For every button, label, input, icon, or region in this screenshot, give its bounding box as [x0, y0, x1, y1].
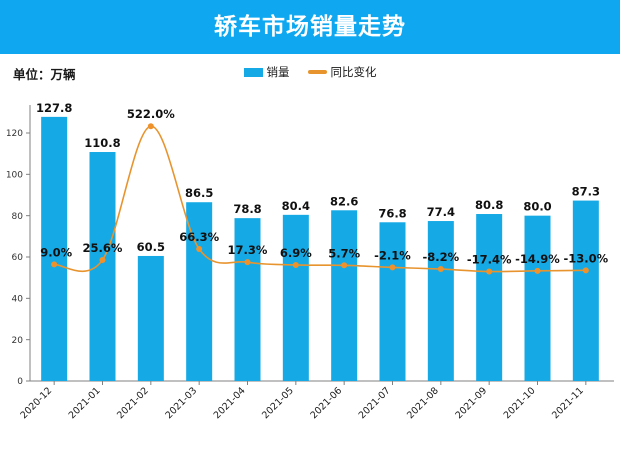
- bar-value-label: 87.3: [572, 185, 600, 199]
- bar-value-label: 127.8: [36, 101, 72, 115]
- axes: 0 20 40 60 80 100 120: [6, 105, 614, 387]
- unit-label: 单位：万辆: [13, 67, 76, 82]
- line-marker-2021-10[interactable]: [534, 267, 541, 274]
- header-bar: 轿车市场销量走势: [0, 0, 620, 54]
- y-tick-label: 0: [17, 377, 23, 387]
- x-tick-label: 2021-05: [260, 385, 296, 421]
- yoy-line-path: [54, 125, 586, 273]
- bar-value-label: 80.0: [523, 200, 551, 214]
- line-marker-2021-09[interactable]: [486, 268, 493, 275]
- legend-label-sales: 销量: [266, 65, 290, 79]
- x-tick-label: 2021-07: [357, 385, 393, 421]
- x-tick-label: 2021-08: [405, 385, 441, 421]
- bar-2021-06[interactable]: [331, 210, 358, 381]
- bar-value-label: 76.8: [378, 206, 406, 220]
- bar-2021-11[interactable]: [572, 200, 599, 381]
- bar-value-label: 82.6: [330, 194, 358, 208]
- line-marker-2021-11[interactable]: [582, 267, 589, 274]
- line-value-labels: 9.0% 25.6% 522.0% 66.3% 17.3% 6.9% 5.7% -2.1% -8…: [40, 107, 608, 266]
- chart-legend: 销量 同比变化: [0, 64, 620, 80]
- legend-bar-swatch-icon: [243, 67, 263, 77]
- legend-item-sales[interactable]: 销量: [243, 64, 290, 80]
- line-marker-2021-07[interactable]: [389, 264, 396, 271]
- bar-value-label: 60.5: [137, 240, 165, 254]
- x-axis-labels: 2020-12 2021-01 2021-02 2021-03 2021-04 2021-…: [18, 385, 586, 421]
- line-value-label: 66.3%: [179, 230, 219, 244]
- bar-2020-12[interactable]: [41, 116, 68, 381]
- x-tick-label: 2021-02: [115, 385, 151, 421]
- y-tick-label: 80: [12, 212, 24, 222]
- x-tick-label: 2021-01: [67, 385, 103, 421]
- bar-value-labels: 127.8 110.8 60.5 86.5 78.8 80.4 82.6 76.8 77.4 80…: [36, 101, 600, 254]
- x-tick-label: 2021-11: [550, 385, 586, 421]
- bar-2021-07[interactable]: [379, 222, 406, 381]
- y-tick-label: 20: [12, 336, 24, 346]
- legend-label-yoy: 同比变化: [330, 65, 377, 79]
- x-tick-label: 2021-06: [308, 385, 344, 421]
- line-value-label: 522.0%: [127, 107, 175, 121]
- line-value-label: -14.9%: [515, 252, 560, 266]
- page-title: 轿车市场销量走势: [214, 13, 406, 40]
- legend-item-yoy[interactable]: 同比变化: [307, 64, 377, 80]
- bar-value-label: 78.8: [233, 202, 261, 216]
- line-value-label: 9.0%: [40, 245, 72, 259]
- line-value-label: 5.7%: [328, 246, 360, 260]
- line-value-label: 6.9%: [280, 246, 312, 260]
- bar-value-label: 80.8: [475, 198, 503, 212]
- line-value-label: -2.1%: [374, 248, 411, 262]
- line-marker-2021-03[interactable]: [196, 245, 203, 252]
- bar-2021-10[interactable]: [524, 215, 551, 381]
- line-value-label: -13.0%: [563, 251, 608, 265]
- line-value-label: -8.2%: [422, 250, 459, 264]
- line-value-label: 25.6%: [83, 241, 123, 255]
- line-marker-2021-04[interactable]: [244, 259, 251, 266]
- x-tick-label: 2021-09: [453, 385, 489, 421]
- x-tick-label: 2021-04: [212, 385, 248, 421]
- bar-value-label: 110.8: [84, 136, 120, 150]
- line-marker-2021-05[interactable]: [292, 261, 299, 268]
- y-tick-label: 100: [6, 171, 23, 181]
- y-tick-label: 120: [6, 129, 23, 139]
- line-marker-2020-12[interactable]: [51, 261, 58, 268]
- bar-2021-02[interactable]: [137, 255, 164, 381]
- y-tick-label: 60: [12, 253, 24, 263]
- legend-line-swatch-icon: [307, 70, 327, 74]
- bar-2021-01[interactable]: [89, 152, 116, 381]
- bar-2021-04[interactable]: [234, 218, 261, 381]
- bar-value-label: 80.4: [282, 199, 310, 213]
- bar-value-label: 86.5: [185, 186, 213, 200]
- line-marker-2021-01[interactable]: [99, 256, 106, 263]
- line-value-label: -17.4%: [467, 253, 512, 267]
- bar-series: [41, 116, 599, 381]
- x-tick-label: 2020-12: [18, 385, 54, 421]
- line-marker-2021-08[interactable]: [437, 266, 444, 273]
- line-marker-2021-02[interactable]: [147, 123, 154, 130]
- x-tick-label: 2021-03: [163, 385, 199, 421]
- line-marker-2021-06[interactable]: [341, 262, 348, 269]
- bar-value-label: 77.4: [427, 205, 455, 219]
- line-value-label: 17.3%: [228, 243, 268, 257]
- bar-2021-05[interactable]: [282, 214, 309, 381]
- bar-2021-09[interactable]: [476, 214, 503, 381]
- y-tick-label: 40: [12, 295, 24, 305]
- line-series: [51, 123, 589, 275]
- bar-2021-08[interactable]: [427, 221, 454, 381]
- x-tick-label: 2021-10: [502, 385, 538, 421]
